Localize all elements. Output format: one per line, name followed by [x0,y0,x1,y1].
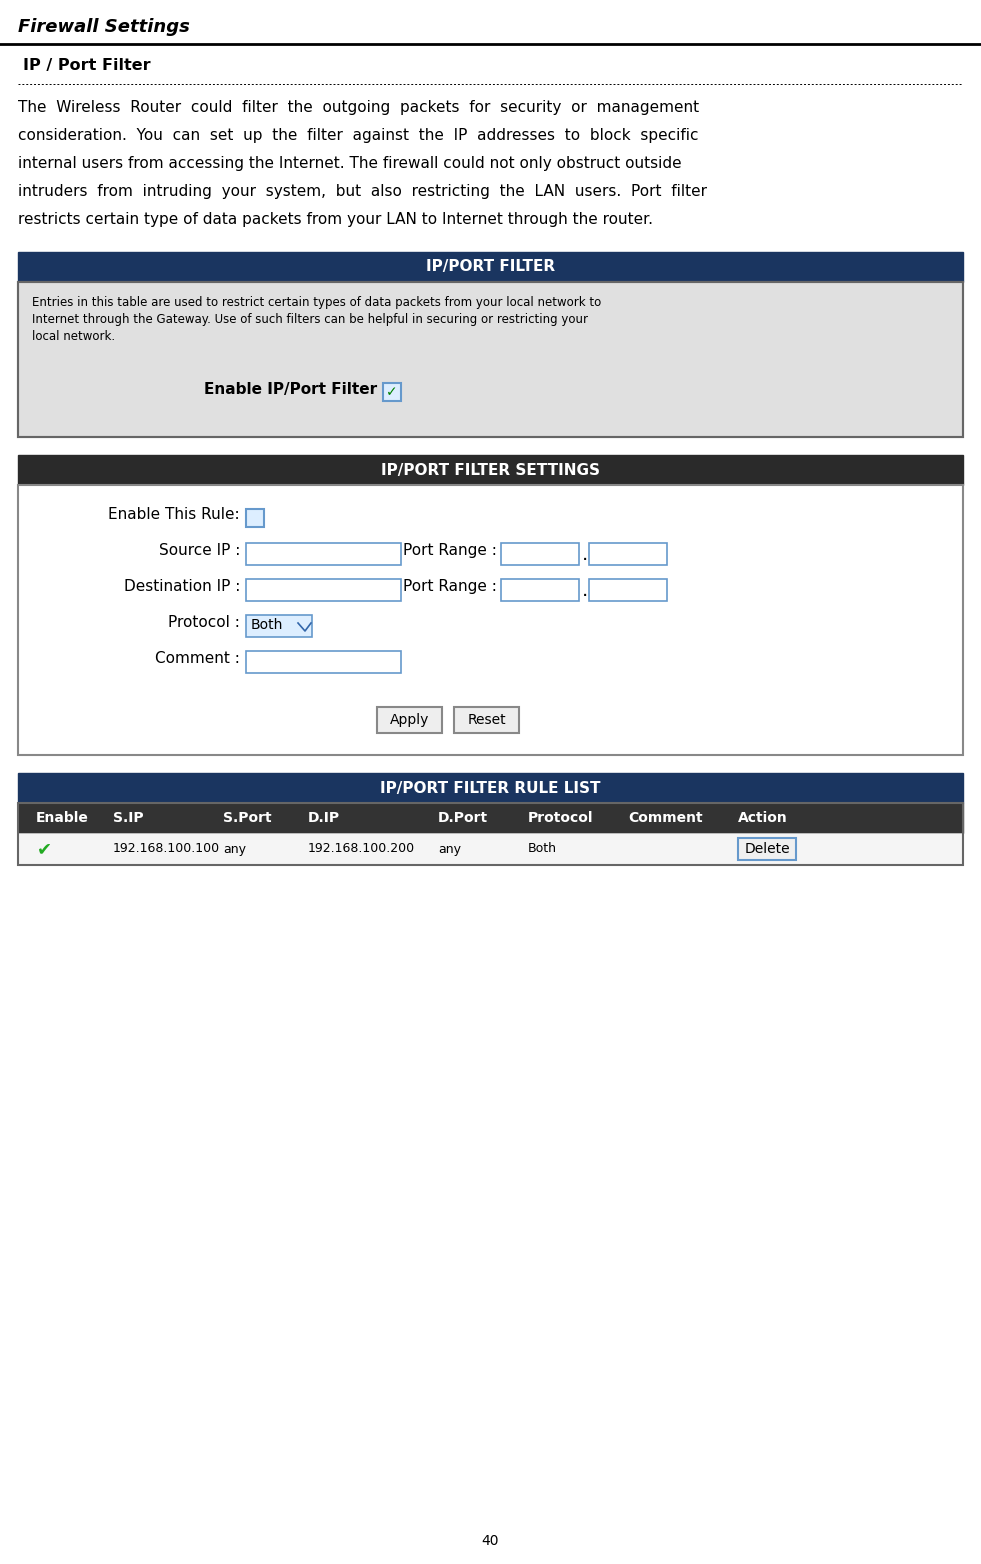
Text: Port Range :: Port Range : [403,579,497,594]
Bar [454,707,519,734]
Bar [18,834,963,865]
Bar [501,579,579,601]
Bar [501,543,579,565]
Text: any: any [223,843,246,856]
Text: Apply: Apply [389,713,430,727]
Text: Protocol :: Protocol : [168,615,240,630]
Text: intruders  from  intruding  your  system,  but  also  restricting  the  LAN  use: intruders from intruding your system, bu… [18,185,707,199]
Text: D.Port: D.Port [438,812,489,824]
Bar [18,773,963,802]
Bar [18,802,963,834]
Text: .: . [582,582,589,601]
Text: Destination IP :: Destination IP : [124,579,240,594]
Text: 192.168.100.200: 192.168.100.200 [308,843,415,856]
Text: D.IP: D.IP [308,812,340,824]
Text: any: any [438,843,461,856]
Bar [246,579,401,601]
Text: IP/PORT FILTER RULE LIST: IP/PORT FILTER RULE LIST [381,780,600,796]
Text: Enable: Enable [36,812,89,824]
Text: IP/PORT FILTER: IP/PORT FILTER [426,260,555,275]
Text: 40: 40 [482,1534,499,1548]
Text: restricts certain type of data packets from your LAN to Internet through the rou: restricts certain type of data packets f… [18,213,653,227]
Bar [246,651,401,673]
Text: .: . [582,546,589,565]
Text: IP / Port Filter: IP / Port Filter [23,58,151,74]
Text: Port Range :: Port Range : [403,543,497,558]
Text: Action: Action [738,812,788,824]
Bar [246,543,401,565]
Bar [589,543,667,565]
Bar [18,282,963,436]
Text: ✓: ✓ [387,385,398,399]
Text: Reset: Reset [467,713,506,727]
Text: The  Wireless  Router  could  filter  the  outgoing  packets  for  security  or : The Wireless Router could filter the out… [18,100,699,116]
Text: internal users from accessing the Internet. The firewall could not only obstruct: internal users from accessing the Intern… [18,156,682,170]
Text: Comment: Comment [628,812,702,824]
Text: Both: Both [528,843,557,856]
Text: Protocol: Protocol [528,812,594,824]
Text: Internet through the Gateway. Use of such filters can be helpful in securing or : Internet through the Gateway. Use of suc… [32,313,588,325]
Bar [18,282,963,436]
Bar [18,252,963,282]
Text: Comment :: Comment : [155,651,240,666]
Text: Enable This Rule:: Enable This Rule: [108,507,240,522]
Bar [246,615,312,637]
Text: S.Port: S.Port [223,812,272,824]
Bar [384,383,401,400]
Text: Firewall Settings: Firewall Settings [18,19,190,36]
Text: Enable IP/Port Filter: Enable IP/Port Filter [204,382,377,397]
Bar [377,707,442,734]
Bar [738,838,796,860]
Text: consideration.  You  can  set  up  the  filter  against  the  IP  addresses  to : consideration. You can set up the filter… [18,128,698,142]
Text: ✔: ✔ [36,840,52,859]
Text: Entries in this table are used to restrict certain types of data packets from yo: Entries in this table are used to restri… [32,296,601,310]
Text: local network.: local network. [32,330,115,343]
Bar [18,455,963,485]
Text: Delete: Delete [745,841,790,856]
Text: Both: Both [251,618,284,632]
Text: IP/PORT FILTER SETTINGS: IP/PORT FILTER SETTINGS [381,463,600,477]
Bar [246,508,264,527]
Bar [18,485,963,755]
Bar [18,802,963,865]
Text: S.IP: S.IP [113,812,143,824]
Bar [589,579,667,601]
Text: 192.168.100.100: 192.168.100.100 [113,843,220,856]
Text: Source IP :: Source IP : [159,543,240,558]
